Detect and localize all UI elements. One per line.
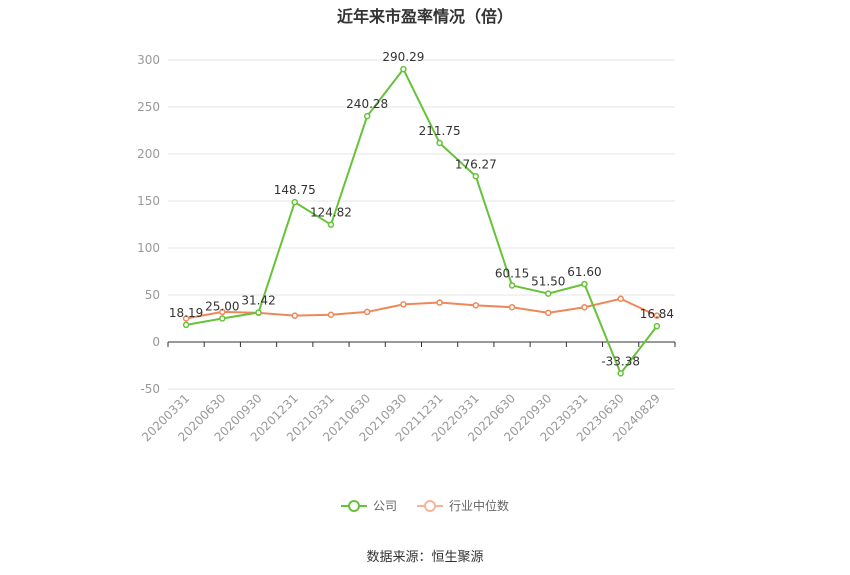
data-point-industry-median (436, 299, 443, 306)
y-tick-label: 150 (137, 194, 160, 208)
data-label: 176.27 (455, 157, 497, 171)
data-label: 240.28 (346, 97, 388, 111)
y-tick-label: 200 (137, 147, 160, 161)
data-label: 61.60 (567, 265, 601, 279)
series-line-company (185, 67, 658, 376)
data-label: 31.42 (241, 293, 275, 307)
data-point-industry-median (219, 308, 226, 316)
y-tick-label: 50 (145, 288, 160, 302)
data-point-company (472, 173, 480, 180)
series-line-industry-median (185, 297, 658, 320)
data-label: 60.15 (495, 266, 529, 280)
data-point-industry-median (581, 303, 588, 311)
data-point-company (545, 290, 552, 297)
legend-line-marker-icon (417, 499, 443, 512)
data-label: -33.38 (601, 354, 640, 368)
data-point-company (653, 322, 661, 330)
data-point-industry-median (291, 312, 298, 319)
legend: 公司 行业中位数 (0, 497, 850, 514)
data-point-industry-median (400, 301, 407, 308)
legend-label-industry-median: 行业中位数 (449, 499, 510, 513)
data-point-industry-median (617, 295, 624, 303)
legend-item-company[interactable]: 公司 (340, 497, 397, 514)
data-point-company (219, 315, 226, 322)
data-point-company (617, 370, 624, 377)
data-label: 16.84 (640, 307, 674, 321)
data-point-industry-median (472, 302, 480, 309)
legend-item-industry-median[interactable]: 行业中位数 (417, 497, 509, 514)
y-tick-label: 100 (137, 241, 160, 255)
legend-label-company: 公司 (372, 499, 397, 513)
data-point-company (255, 309, 262, 316)
data-source: 数据来源：恒生聚源 (366, 550, 484, 565)
data-point-company (327, 221, 335, 228)
data-point-company (291, 198, 298, 206)
data-point-industry-median (182, 315, 190, 322)
data-label: 51.50 (531, 275, 565, 289)
data-label: 211.75 (419, 124, 461, 138)
data-point-company (581, 280, 588, 288)
data-point-company (400, 65, 407, 73)
y-tick-label: -50 (140, 382, 160, 396)
y-tick-label: 300 (137, 53, 160, 67)
data-point-industry-median (653, 312, 661, 319)
data-point-industry-median (363, 308, 371, 316)
chart-title: 近年来市盈率情况（倍） (336, 7, 513, 26)
data-point-industry-median (508, 303, 516, 311)
data-label: 18.19 (169, 306, 203, 320)
data-point-company (508, 282, 516, 289)
data-label: 124.82 (310, 206, 352, 220)
data-point-company (182, 321, 190, 329)
data-point-industry-median (545, 309, 552, 317)
legend-line-marker-icon (340, 499, 367, 512)
data-point-industry-median (327, 311, 335, 318)
data-label: 290.29 (382, 50, 424, 64)
data-label: 25.00 (205, 300, 239, 314)
y-tick-label: 250 (137, 100, 160, 114)
data-point-company (363, 112, 371, 120)
y-tick-label: 0 (152, 335, 160, 349)
data-label: 148.75 (274, 183, 316, 197)
data-point-company (436, 139, 443, 147)
